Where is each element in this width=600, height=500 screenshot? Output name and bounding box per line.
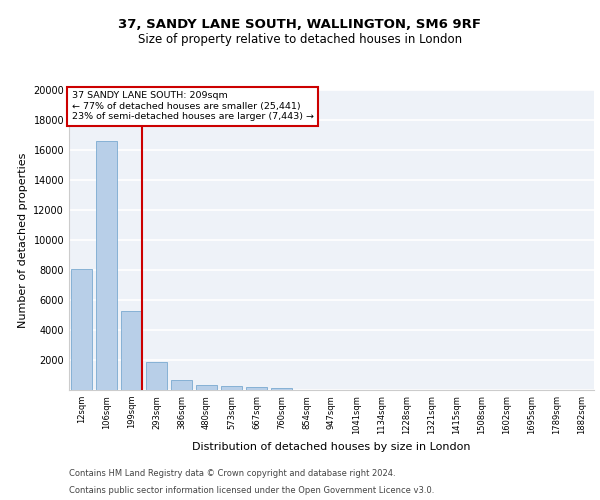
- Bar: [246, 387, 267, 390]
- Text: Contains HM Land Registry data © Crown copyright and database right 2024.: Contains HM Land Registry data © Crown c…: [69, 468, 395, 477]
- Text: 37, SANDY LANE SOUTH, WALLINGTON, SM6 9RF: 37, SANDY LANE SOUTH, WALLINGTON, SM6 9R…: [119, 18, 482, 30]
- Bar: [71, 268, 92, 390]
- Text: Size of property relative to detached houses in London: Size of property relative to detached ho…: [138, 32, 462, 46]
- Bar: [196, 385, 217, 390]
- Y-axis label: Number of detached properties: Number of detached properties: [18, 152, 28, 328]
- Text: 37 SANDY LANE SOUTH: 209sqm
← 77% of detached houses are smaller (25,441)
23% of: 37 SANDY LANE SOUTH: 209sqm ← 77% of det…: [71, 92, 314, 122]
- Bar: [96, 141, 117, 390]
- Bar: [221, 386, 242, 390]
- X-axis label: Distribution of detached houses by size in London: Distribution of detached houses by size …: [192, 442, 471, 452]
- Bar: [271, 388, 292, 390]
- Bar: [171, 380, 192, 390]
- Bar: [146, 362, 167, 390]
- Text: Contains public sector information licensed under the Open Government Licence v3: Contains public sector information licen…: [69, 486, 434, 495]
- Bar: [121, 310, 142, 390]
